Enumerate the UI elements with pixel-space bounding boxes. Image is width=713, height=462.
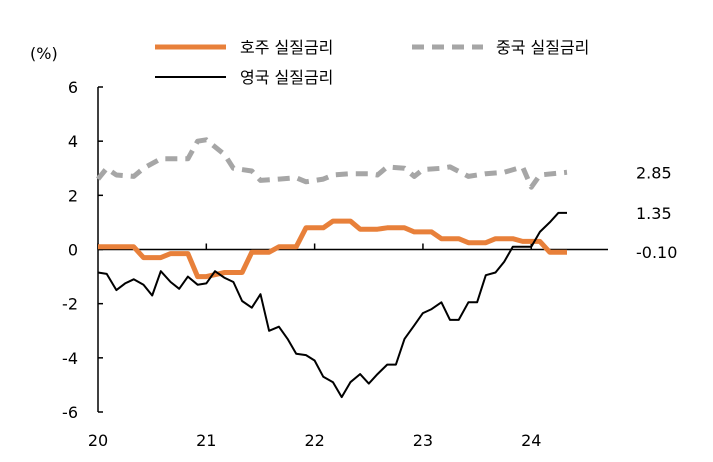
legend: 호주 실질금리 중국 실질금리 영국 실질금리 (155, 38, 589, 87)
y-tick-label: 4 (68, 132, 78, 151)
uk-real-rate-line (97, 211, 567, 399)
australia-real-rate-line (98, 218, 567, 280)
x-tick-label: 23 (413, 431, 433, 450)
x-tick-label: 24 (521, 431, 541, 450)
end-label-china: 2.85 (636, 163, 672, 182)
y-tick-label: -4 (62, 349, 78, 368)
x-tick-label: 20 (88, 431, 108, 450)
end-label-australia: -0.10 (636, 243, 677, 262)
y-axis-unit-label: (%) (30, 44, 58, 63)
y-tick-label: -6 (62, 403, 78, 422)
y-tick-label: -2 (62, 295, 78, 314)
china-real-rate-line (96, 137, 568, 190)
y-tick-label: 0 (68, 241, 78, 260)
legend-label-australia: 호주 실질금리 (240, 38, 333, 57)
y-tick-label: 6 (68, 78, 78, 97)
legend-label-uk: 영국 실질금리 (240, 68, 333, 87)
end-labels: -0.10 2.85 1.35 (636, 163, 677, 262)
x-tick-label: 22 (304, 431, 324, 450)
series-layer (96, 137, 568, 399)
y-tick-label: 2 (68, 186, 78, 205)
end-label-uk: 1.35 (636, 204, 672, 223)
x-tick-label: 21 (196, 431, 216, 450)
legend-label-china: 중국 실질금리 (496, 38, 589, 57)
